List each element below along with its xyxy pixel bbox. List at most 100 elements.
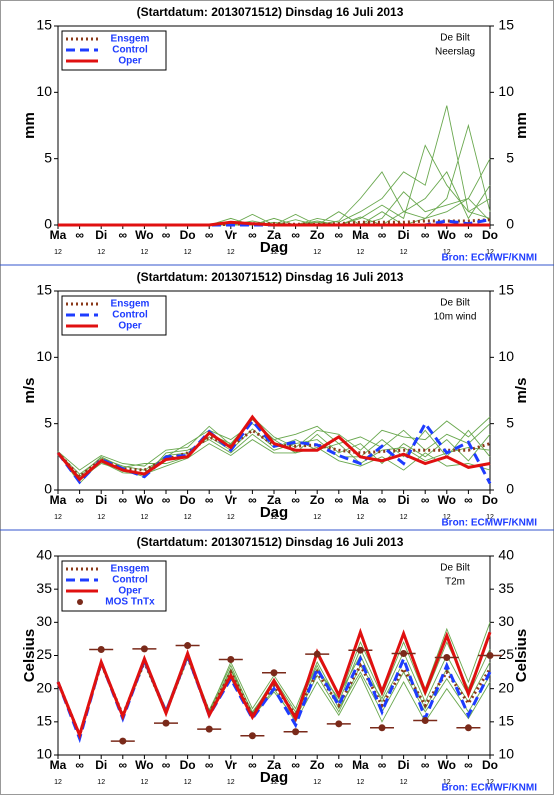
y-tick-label: 0 [44, 216, 52, 232]
series-line [56, 651, 492, 744]
x-tick-label: Do [482, 758, 498, 772]
legend-dot [77, 599, 83, 605]
x-tick-label: ∞ [335, 758, 344, 772]
x-sublabel: 12 [54, 779, 62, 786]
x-sublabel: 12 [400, 249, 408, 256]
x-sublabel: 12 [227, 779, 235, 786]
mos-point [400, 650, 408, 658]
y-tick-label: 25 [36, 646, 52, 662]
x-sublabel: 12 [486, 779, 494, 786]
x-sublabel: 12 [141, 514, 149, 521]
variable: 10m wind [434, 312, 477, 323]
x-sublabel: 12 [270, 779, 278, 786]
mos-point [119, 737, 127, 745]
variable: T2m [445, 577, 465, 588]
y-axis-label-right: mm [513, 112, 530, 139]
x-sublabel: 12 [443, 779, 451, 786]
y-tick-label: 0 [44, 481, 52, 497]
ensemble-member [57, 419, 491, 478]
x-tick-label: ∞ [335, 228, 344, 242]
location: De Bilt [440, 298, 470, 309]
x-tick-label: Ma [50, 493, 67, 507]
y-axis-label-right: Celsius [513, 629, 530, 682]
y-tick-label: 20 [36, 679, 52, 695]
x-sublabel: 12 [54, 249, 62, 256]
y-tick-label: 15 [36, 713, 52, 729]
y-axis-label: m/s [21, 378, 38, 404]
x-tick-label: Do [180, 493, 196, 507]
mos-point [227, 655, 235, 663]
x-tick-label: Do [482, 493, 498, 507]
x-sublabel: 12 [313, 249, 321, 256]
x-tick-label: ∞ [162, 758, 171, 772]
mos-point [313, 650, 321, 658]
y-tick-label: 30 [36, 613, 52, 629]
y-axis-label: mm [21, 112, 38, 139]
y-tick-label-right: 35 [498, 580, 514, 596]
legend-label: Oper [118, 321, 141, 332]
x-sublabel: 12 [486, 249, 494, 256]
mos-point [335, 720, 343, 728]
legend-label: Oper [118, 586, 141, 597]
y-tick-label-right: 40 [498, 547, 514, 563]
y-tick-label: 40 [36, 547, 52, 563]
y-axis-label: Celsius [21, 629, 38, 682]
x-tick-label: Za [267, 758, 281, 772]
x-axis-label: Dag [260, 769, 288, 786]
x-sublabel: 12 [313, 514, 321, 521]
x-tick-label: Wo [438, 493, 456, 507]
series-line [56, 627, 492, 740]
x-sublabel: 12 [184, 514, 192, 521]
y-tick-label: 35 [36, 580, 52, 596]
y-tick-label: 15 [36, 282, 52, 298]
x-sublabel: 12 [486, 514, 494, 521]
x-tick-label: Do [180, 228, 196, 242]
x-tick-label: Wo [135, 228, 153, 242]
mos-point [356, 646, 364, 654]
x-sublabel: 12 [270, 249, 278, 256]
x-tick-label: Za [267, 228, 281, 242]
y-tick-label-right: 15 [498, 282, 514, 298]
x-tick-label: Di [95, 493, 107, 507]
y-tick-label: 10 [36, 348, 52, 364]
x-tick-label: ∞ [119, 228, 128, 242]
x-tick-label: Di [95, 228, 107, 242]
x-sublabel: 12 [141, 779, 149, 786]
x-tick-label: ∞ [75, 493, 84, 507]
x-tick-label: ∞ [421, 758, 430, 772]
x-tick-label: ∞ [75, 228, 84, 242]
mos-point [421, 717, 429, 725]
x-sublabel: 12 [443, 249, 451, 256]
x-sublabel: 12 [357, 249, 365, 256]
x-axis-label: Dag [260, 239, 288, 256]
y-tick-label-right: 10 [498, 83, 514, 99]
x-tick-label: ∞ [378, 228, 387, 242]
x-tick-label: ∞ [248, 228, 257, 242]
x-tick-label: Ma [352, 493, 369, 507]
series-line [56, 428, 491, 479]
x-sublabel: 12 [357, 779, 365, 786]
y-tick-label-right: 5 [506, 414, 514, 430]
y-tick-label-right: 25 [498, 646, 514, 662]
location: De Bilt [440, 563, 470, 574]
mos-point [205, 725, 213, 733]
x-tick-label: ∞ [205, 493, 214, 507]
x-tick-label: Wo [135, 758, 153, 772]
x-tick-label: Zo [310, 758, 325, 772]
x-tick-label: Ma [352, 758, 369, 772]
x-tick-label: ∞ [421, 493, 430, 507]
legend-label: Ensgem [111, 564, 150, 575]
x-tick-label: ∞ [205, 758, 214, 772]
x-sublabel: 12 [357, 514, 365, 521]
x-sublabel: 12 [443, 514, 451, 521]
x-tick-label: Di [398, 228, 410, 242]
y-tick-label-right: 10 [498, 348, 514, 364]
x-sublabel: 12 [400, 779, 408, 786]
series-line [56, 652, 492, 740]
y-tick-label: 15 [36, 17, 52, 33]
x-tick-label: ∞ [205, 228, 214, 242]
x-tick-label: Wo [135, 493, 153, 507]
x-tick-label: Di [95, 758, 107, 772]
x-tick-label: Ma [50, 758, 67, 772]
